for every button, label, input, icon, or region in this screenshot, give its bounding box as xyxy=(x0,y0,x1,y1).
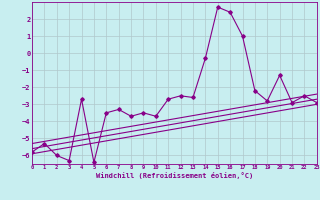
X-axis label: Windchill (Refroidissement éolien,°C): Windchill (Refroidissement éolien,°C) xyxy=(96,172,253,179)
